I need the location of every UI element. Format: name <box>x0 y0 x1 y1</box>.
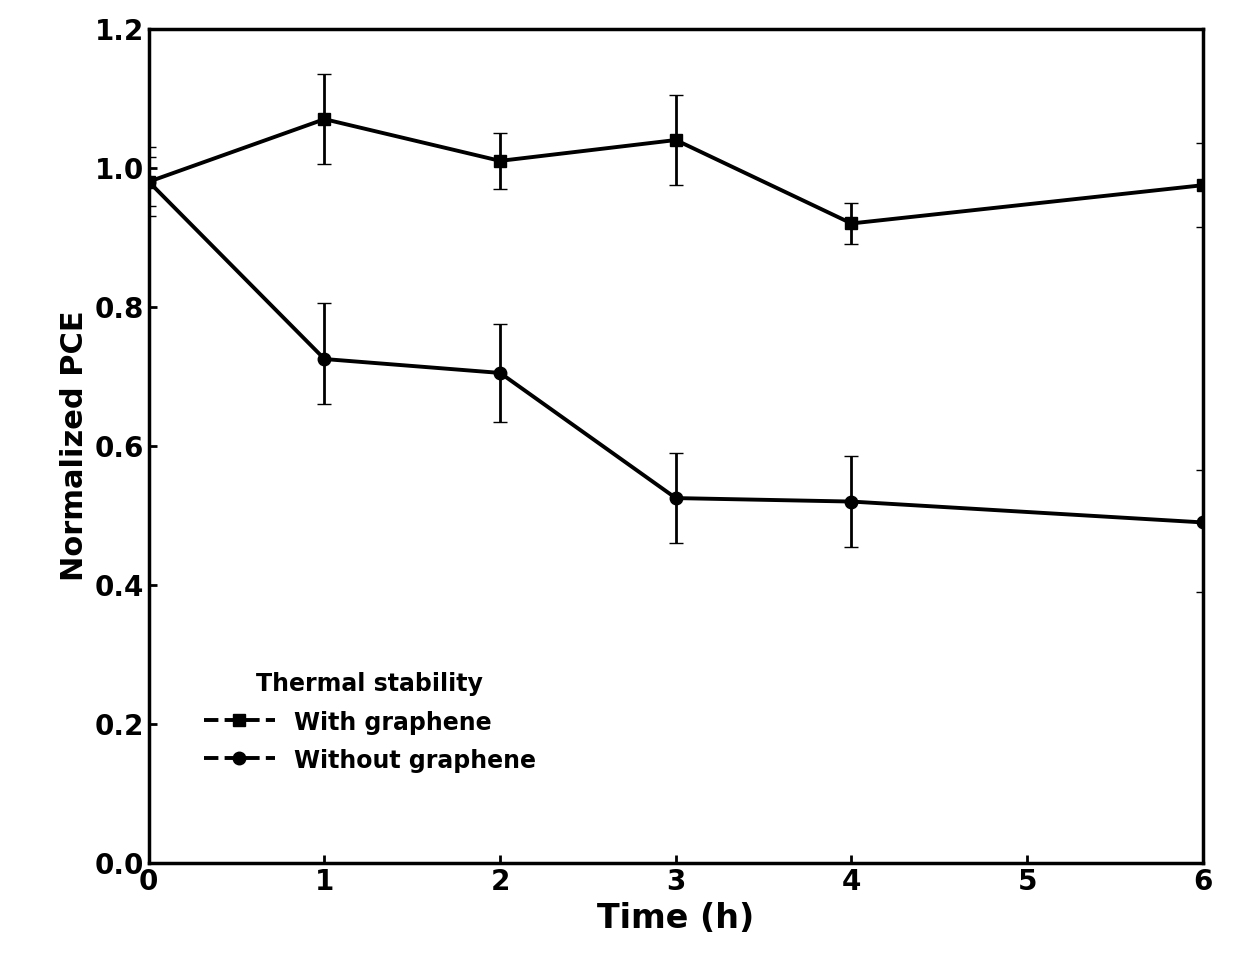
Y-axis label: Normalized PCE: Normalized PCE <box>60 311 89 581</box>
Legend: With graphene, Without graphene: With graphene, Without graphene <box>192 661 548 784</box>
X-axis label: Time (h): Time (h) <box>598 901 754 934</box>
